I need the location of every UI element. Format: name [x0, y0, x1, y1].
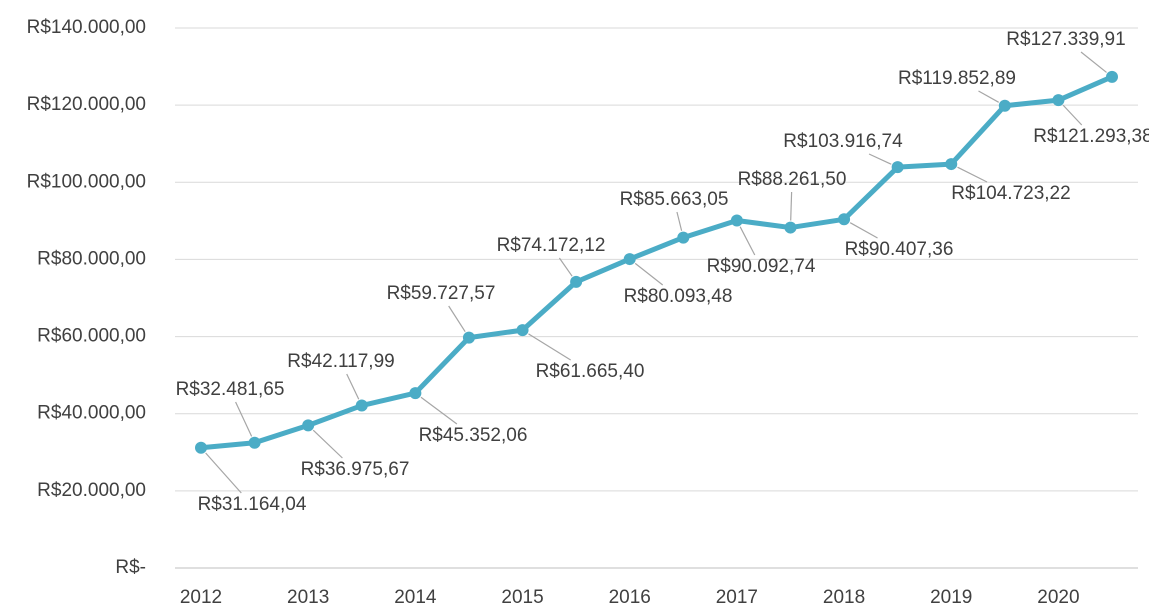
leader-line [868, 153, 892, 165]
marker [623, 253, 636, 266]
y-tick-label: R$120.000,00 [27, 94, 146, 115]
data-label: R$32.481,65 [176, 379, 285, 400]
marker [355, 399, 368, 412]
leader-line [1062, 104, 1083, 126]
marker [516, 324, 529, 337]
x-tick-label: 2012 [180, 587, 222, 608]
data-label: R$104.723,22 [951, 183, 1070, 204]
x-tick-label: 2013 [287, 587, 329, 608]
y-tick-label: R$40.000,00 [37, 403, 146, 424]
marker [945, 158, 958, 171]
x-tick-label: 2017 [716, 587, 758, 608]
leader-line [978, 90, 1000, 103]
leader-line [957, 166, 988, 183]
leader-line [420, 396, 458, 425]
marker [462, 331, 475, 344]
leader-line [739, 226, 756, 256]
data-label: R$61.665,40 [536, 361, 645, 382]
leader-line [346, 373, 360, 400]
marker [784, 221, 797, 234]
leader-line [312, 429, 343, 459]
data-label: R$127.339,91 [1006, 29, 1125, 50]
leader-line [205, 452, 242, 494]
data-label: R$121.293,38 [1033, 126, 1149, 147]
data-label: R$80.093,48 [624, 286, 733, 307]
marker [998, 99, 1011, 112]
data-label: R$31.164,04 [198, 494, 307, 515]
data-label: R$85.663,05 [620, 189, 729, 210]
leader-line [558, 257, 573, 277]
data-label: R$45.352,06 [419, 425, 528, 446]
y-tick-label: R$- [115, 557, 146, 578]
marker [891, 161, 904, 174]
marker [838, 213, 851, 226]
data-label: R$119.852,89 [898, 68, 1016, 89]
x-tick-label: 2018 [823, 587, 865, 608]
leader-line [235, 401, 253, 437]
x-tick-label: 2015 [501, 587, 543, 608]
data-label: R$42.117,99 [287, 351, 394, 372]
x-tick-label: 2019 [930, 587, 972, 608]
marker [409, 387, 422, 400]
data-label: R$59.727,57 [387, 283, 496, 304]
marker [677, 231, 690, 244]
data-label: R$90.092,74 [707, 256, 816, 277]
series-line [200, 74, 1113, 451]
data-label: R$103.916,74 [783, 131, 903, 152]
marker [570, 275, 583, 288]
leader-line [676, 211, 683, 231]
x-tick-label: 2020 [1037, 587, 1079, 608]
y-tick-label: R$20.000,00 [37, 480, 146, 501]
y-tick-label: R$60.000,00 [37, 326, 146, 347]
y-tick-label: R$80.000,00 [37, 248, 146, 269]
x-tick-label: 2016 [609, 587, 651, 608]
marker [730, 214, 743, 227]
marker [1052, 94, 1065, 107]
data-label: R$36.975,67 [301, 459, 410, 480]
data-label: R$74.172,12 [497, 235, 606, 256]
leader-line [849, 222, 878, 239]
y-tick-label: R$140.000,00 [27, 17, 146, 38]
leader-line [634, 262, 664, 286]
leader-line [528, 333, 571, 361]
leader-line [1080, 51, 1107, 73]
marker [248, 436, 261, 449]
marker [302, 419, 315, 432]
leader-line [790, 191, 793, 221]
data-label: R$90.407,36 [845, 239, 954, 260]
data-label: R$88.261,50 [738, 169, 847, 190]
marker [1106, 70, 1118, 83]
leader-line [448, 305, 466, 333]
x-tick-label: 2014 [394, 587, 437, 608]
marker [195, 441, 207, 454]
y-tick-label: R$100.000,00 [27, 171, 146, 192]
